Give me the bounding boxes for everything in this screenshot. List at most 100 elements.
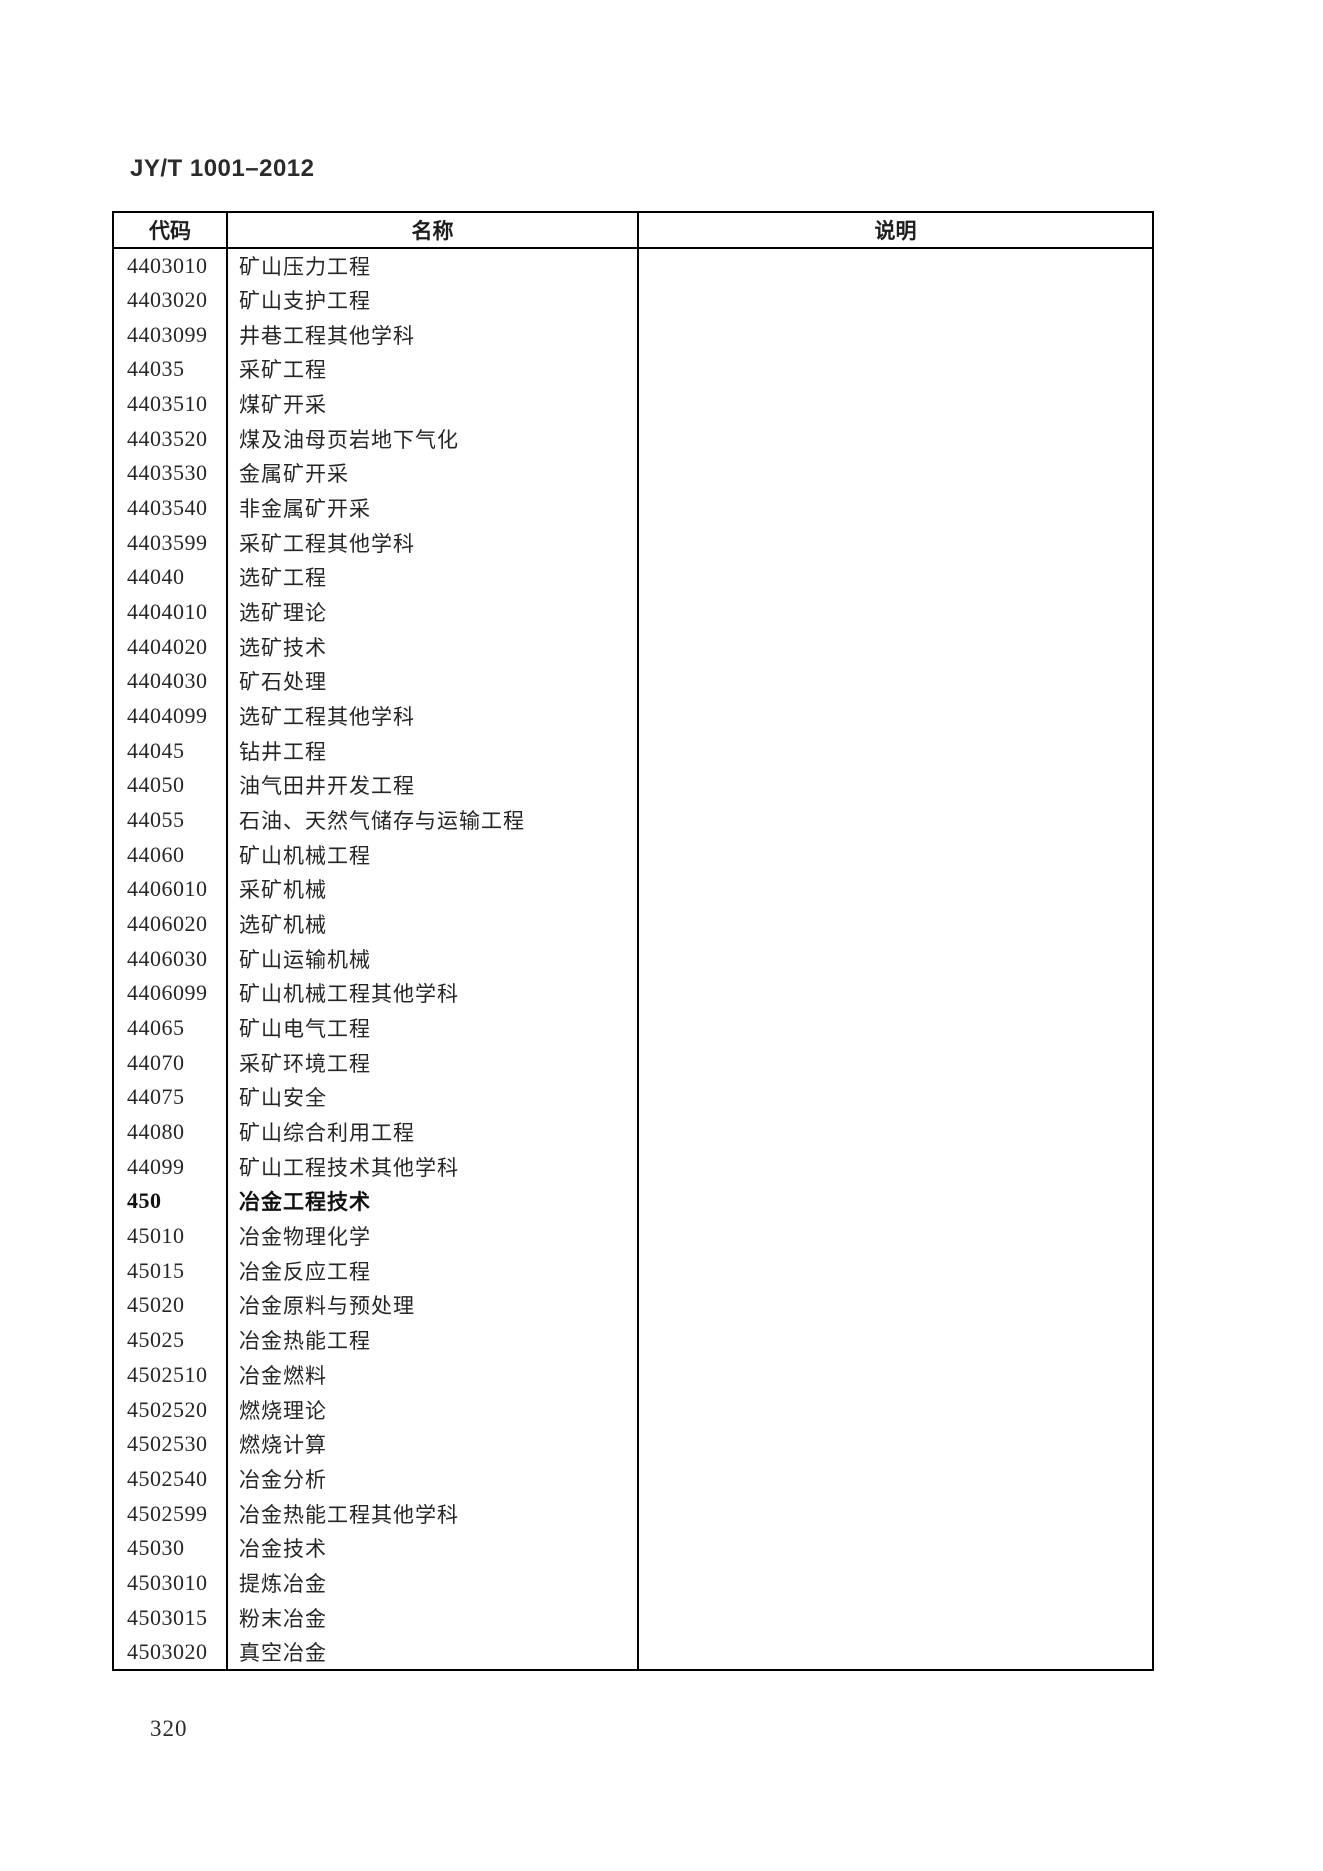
- code-cell: 4403520: [127, 425, 208, 451]
- name-cell: 冶金热能工程其他学科: [226, 1496, 638, 1531]
- column-header-description: 说明: [637, 212, 1153, 249]
- code-cell: 44099: [127, 1153, 185, 1179]
- code-cell: 44035: [127, 356, 185, 382]
- table-row: 4403010 矿山压力工程: [113, 248, 1153, 283]
- description-cell: [637, 1461, 1153, 1497]
- description-cell: [637, 1253, 1153, 1289]
- code-cell: 4406020: [127, 911, 208, 937]
- name-cell: 采矿环境工程: [226, 1045, 638, 1081]
- description-cell: [637, 837, 1153, 873]
- table-row: 44050 油气田井开发工程: [113, 768, 1153, 803]
- code-cell: 4404099: [127, 703, 208, 729]
- name-cell: 选矿理论: [226, 594, 638, 630]
- classification-table: 代码 名称 说明 4403010 矿山压力工程 4403020 矿山支护工程 44030…: [112, 211, 1154, 1671]
- description-cell: [637, 1218, 1153, 1254]
- table-row: 4403520 煤及油母页岩地下气化: [113, 421, 1153, 457]
- table-row: 4403510 煤矿开采: [113, 386, 1153, 422]
- description-cell: [637, 1357, 1153, 1393]
- name-cell: 钻井工程: [226, 733, 638, 769]
- table-row: 4403530 金属矿开采: [113, 456, 1153, 491]
- name-cell: 燃烧计算: [226, 1426, 638, 1462]
- name-cell: 提炼冶金: [226, 1565, 638, 1601]
- name-cell: 矿山安全: [226, 1080, 638, 1115]
- description-cell: [637, 1530, 1153, 1566]
- name-cell: 矿山工程技术其他学科: [226, 1149, 638, 1185]
- description-cell: [637, 664, 1153, 699]
- description-cell: [637, 802, 1153, 838]
- description-cell: [637, 1184, 1153, 1219]
- table-row: 4503015 粉末冶金: [113, 1600, 1153, 1635]
- name-cell: 采矿机械: [226, 872, 638, 907]
- table-row: 44075 矿山安全: [113, 1080, 1153, 1115]
- description-cell: [637, 733, 1153, 769]
- table-row: 45020 冶金原料与预处理: [113, 1288, 1153, 1323]
- table-row: 45025 冶金热能工程: [113, 1322, 1153, 1358]
- name-cell: 矿石处理: [226, 664, 638, 699]
- name-cell: 矿山综合利用工程: [226, 1114, 638, 1150]
- name-cell: 油气田井开发工程: [226, 768, 638, 803]
- description-cell: [637, 456, 1153, 491]
- code-cell: 4503015: [127, 1604, 208, 1630]
- name-cell: 冶金反应工程: [226, 1253, 638, 1289]
- description-cell: [637, 941, 1153, 977]
- table-row: 44070 采矿环境工程: [113, 1045, 1153, 1081]
- code-cell: 4502510: [127, 1361, 208, 1387]
- description-cell: [637, 248, 1153, 283]
- table-row: 44035 采矿工程: [113, 352, 1153, 387]
- code-cell: 44040: [127, 564, 185, 590]
- code-cell: 4403099: [127, 321, 208, 347]
- table-row: 44055 石油、天然气储存与运输工程: [113, 802, 1153, 838]
- description-cell: [637, 906, 1153, 942]
- code-cell: 45030: [127, 1535, 185, 1561]
- table-row: 4503010 提炼冶金: [113, 1565, 1153, 1601]
- table-row: 4502540 冶金分析: [113, 1461, 1153, 1497]
- code-cell: 44055: [127, 807, 185, 833]
- name-cell: 矿山运输机械: [226, 941, 638, 977]
- code-cell: 4403510: [127, 391, 208, 417]
- code-cell: 4502599: [127, 1500, 208, 1526]
- code-cell: 4403010: [127, 252, 208, 278]
- name-cell: 煤矿开采: [226, 386, 638, 422]
- table-row: 4404099 选矿工程其他学科: [113, 698, 1153, 734]
- code-cell: 45010: [127, 1223, 185, 1249]
- name-cell: 采矿工程其他学科: [226, 525, 638, 561]
- description-cell: [637, 317, 1153, 353]
- name-cell: 冶金热能工程: [226, 1322, 638, 1358]
- name-cell: 金属矿开采: [226, 456, 638, 491]
- name-cell: 矿山机械工程: [226, 837, 638, 873]
- table-row: 44065 矿山电气工程: [113, 1010, 1153, 1046]
- table-row: 4503020 真空冶金: [113, 1634, 1153, 1670]
- table-row: 4406020 选矿机械: [113, 906, 1153, 942]
- code-cell: 4403530: [127, 460, 208, 486]
- table-row: 4404020 选矿技术: [113, 629, 1153, 665]
- name-cell: 非金属矿开采: [226, 490, 638, 526]
- column-header-code: 代码: [113, 212, 227, 249]
- code-cell: 44045: [127, 737, 185, 763]
- code-cell: 44060: [127, 841, 185, 867]
- code-cell: 4406030: [127, 945, 208, 971]
- table-row: 44045 钻井工程: [113, 733, 1153, 769]
- code-cell: 4406099: [127, 980, 208, 1006]
- code-cell: 4502530: [127, 1431, 208, 1457]
- code-cell: 4404030: [127, 668, 208, 694]
- description-cell: [637, 1114, 1153, 1150]
- name-cell: 采矿工程: [226, 352, 638, 387]
- description-cell: [637, 1634, 1153, 1670]
- code-cell: 450: [127, 1188, 162, 1214]
- name-cell: 冶金工程技术: [226, 1184, 638, 1219]
- code-cell: 45015: [127, 1257, 185, 1283]
- description-cell: [637, 698, 1153, 734]
- description-cell: [637, 386, 1153, 422]
- table-row: 44099 矿山工程技术其他学科: [113, 1149, 1153, 1185]
- code-cell: 4403540: [127, 495, 208, 521]
- code-cell: 4403599: [127, 529, 208, 555]
- table-row: 45015 冶金反应工程: [113, 1253, 1153, 1289]
- table-row: 4404010 选矿理论: [113, 594, 1153, 630]
- description-cell: [637, 1322, 1153, 1358]
- code-cell: 44080: [127, 1119, 185, 1145]
- description-cell: [637, 872, 1153, 907]
- table-row: 44060 矿山机械工程: [113, 837, 1153, 873]
- description-cell: [637, 421, 1153, 457]
- code-cell: 4404020: [127, 633, 208, 659]
